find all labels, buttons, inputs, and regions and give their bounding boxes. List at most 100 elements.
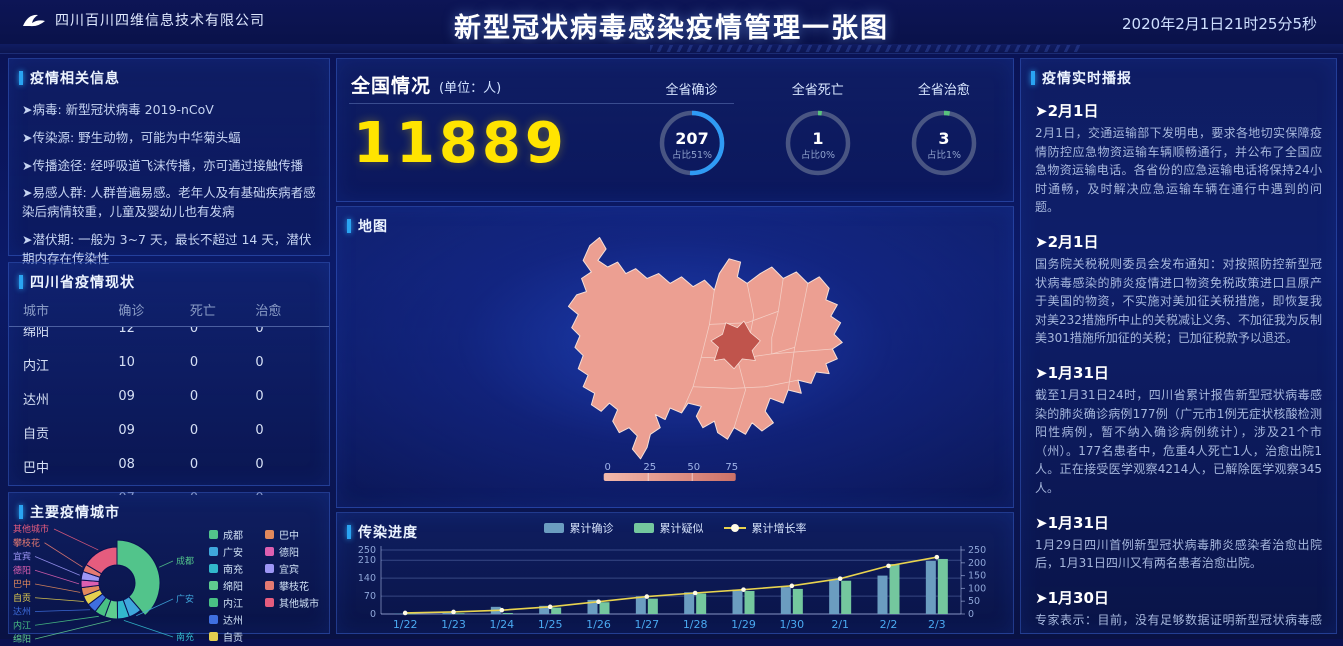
bar-累计疑似[interactable] xyxy=(502,612,513,614)
pie-legend-item-自贡[interactable]: 自贡 xyxy=(209,628,265,645)
header-hatch-decor xyxy=(650,45,1080,52)
table-cell: 巴中 xyxy=(23,461,50,476)
legend-marker-bar xyxy=(633,523,654,533)
pie-legend-item-成都[interactable]: 成都 xyxy=(209,526,265,543)
growth-rate-line[interactable] xyxy=(405,556,937,614)
progress-legend: 累计确诊 累计疑似 累计增长率 xyxy=(337,520,1013,536)
sichuan-status-panel: 四川省疫情现状 城市 确诊 死亡 治愈 绵阳 12 0 0 内江 10 0 0 达州 09 0 0 自贡… xyxy=(8,262,330,495)
pie-label-宜宾: 宜宾 xyxy=(13,551,31,563)
bar-累计确诊[interactable] xyxy=(829,579,840,614)
bar-累计确诊[interactable] xyxy=(684,592,695,614)
scale-tick-25: 25 xyxy=(643,462,657,473)
bar-累计确诊[interactable] xyxy=(539,605,550,614)
bar-累计疑似[interactable] xyxy=(937,558,948,614)
x-axis-label: 2/1 xyxy=(831,618,849,631)
legend-swatch xyxy=(265,564,274,573)
table-cell: 0 xyxy=(189,355,199,370)
bar-累计确诊[interactable] xyxy=(877,575,888,614)
pie-legend-item-其他城市[interactable]: 其他城市 xyxy=(265,594,321,611)
pie-legend-item-攀枝花[interactable]: 攀枝花 xyxy=(265,577,321,594)
bar-累计疑似[interactable] xyxy=(599,602,610,614)
legend-label: 自贡 xyxy=(223,633,243,644)
stats-divider-line xyxy=(349,103,735,104)
bar-累计疑似[interactable] xyxy=(696,593,707,614)
broadcast-item-text: 专家表示：目前，没有足够数据证明新型冠状病毒感染母胎传播的风险问题。如孕妇确诊，… xyxy=(1035,612,1322,627)
bar-累计疑似[interactable] xyxy=(744,590,755,614)
progress-title: 传染进度 xyxy=(337,513,1013,542)
bar-累计疑似[interactable] xyxy=(406,613,417,615)
pie-label-攀枝花: 攀枝花 xyxy=(13,537,40,549)
bar-累计确诊[interactable] xyxy=(780,587,791,614)
map-color-scale[interactable]: 0 25 50 75 xyxy=(603,462,738,481)
pie-legend-item-内江[interactable]: 内江 xyxy=(209,594,265,611)
broadcast-item-date: ➤1月31日 xyxy=(1035,363,1109,382)
bar-累计疑似[interactable] xyxy=(454,613,465,614)
broadcast-item-date: ➤1月30日 xyxy=(1035,588,1109,607)
bar-累计确诊[interactable] xyxy=(394,613,405,614)
broadcast-item: ➤1月30日专家表示：目前，没有足够数据证明新型冠状病毒感染母胎传播的风险问题。… xyxy=(1035,587,1322,627)
city-table-body[interactable]: 绵阳1200内江1000达州0900自贡0900巴中0800德阳0700 xyxy=(9,327,329,495)
bar-累计确诊[interactable] xyxy=(635,596,646,614)
legend-label: 绵阳 xyxy=(223,582,243,593)
bar-累计确诊[interactable] xyxy=(442,612,453,614)
table-row[interactable]: 内江 10 0 0 xyxy=(9,347,329,381)
bar-累计疑似[interactable] xyxy=(889,564,900,614)
main-cities-pie-chart: 其他城市 攀枝花 宜宾 德阳 巴中 自贡 达州 内江 绵阳 成都 广安 南充 成都 广安 南充 绵阳 内江 达州… xyxy=(9,522,329,644)
pie-legend-item-巴中[interactable]: 巴中 xyxy=(265,526,321,543)
pie-legend: 成都 广安 南充绵阳 内江 达州自贡 巴中 德阳 宜宾攀枝花 其他城市 xyxy=(209,526,323,646)
datetime-display: 2020年2月1日21时25分5秒 xyxy=(1122,15,1317,33)
table-row[interactable]: 自贡 09 0 0 xyxy=(9,415,329,449)
table-row[interactable]: 巴中 08 0 0 xyxy=(9,449,329,483)
sichuan-map[interactable] xyxy=(455,226,895,472)
growth-rate-point xyxy=(934,554,940,560)
progress-legend-item-累计增长率[interactable]: 累计增长率 xyxy=(723,520,807,536)
legend-swatch xyxy=(265,598,274,607)
x-axis-label: 1/30 xyxy=(779,618,804,631)
pie-legend-item-广安[interactable]: 广安 xyxy=(209,543,265,560)
sichuan-outline[interactable] xyxy=(567,236,843,460)
scale-segment-divider xyxy=(647,473,649,481)
pie-legend-item-德阳[interactable]: 德阳 xyxy=(265,543,321,560)
progress-legend-item-累计确诊[interactable]: 累计确诊 xyxy=(543,520,614,536)
pie-legend-item-绵阳[interactable]: 绵阳 xyxy=(209,577,265,594)
progress-legend-item-累计疑似[interactable]: 累计疑似 xyxy=(633,520,704,536)
bar-累计确诊[interactable] xyxy=(587,599,598,614)
x-axis-label: 1/23 xyxy=(441,618,466,631)
bar-累计疑似[interactable] xyxy=(792,588,803,614)
pie-slice-成都[interactable] xyxy=(116,539,161,617)
table-row[interactable]: 绵阳 12 0 0 xyxy=(9,327,329,347)
pie-legend-item-南充[interactable]: 南充 xyxy=(209,560,265,577)
national-stats-header: 全国情况 (单位：人) xyxy=(337,59,1013,98)
broadcast-item-date: ➤2月1日 xyxy=(1035,232,1099,251)
bar-累计疑似[interactable] xyxy=(841,580,852,614)
pie-slice-其他城市[interactable] xyxy=(85,546,118,575)
legend-swatch xyxy=(209,581,218,590)
bar-累计疑似[interactable] xyxy=(647,598,658,614)
legend-label: 成都 xyxy=(223,531,243,542)
growth-rate-point xyxy=(596,599,601,605)
pie-legend-item-宜宾[interactable]: 宜宾 xyxy=(265,560,321,577)
national-stats-unit: (单位：人) xyxy=(439,81,502,96)
pie-legend-item-达州[interactable]: 达州 xyxy=(209,611,265,628)
y-axis-right-tick: 0 xyxy=(968,609,974,620)
bar-累计疑似[interactable] xyxy=(551,607,562,614)
table-cell: 0 xyxy=(189,389,199,404)
broadcast-title: 疫情实时播报 xyxy=(1021,59,1336,92)
map-title: 地图 xyxy=(337,207,1013,240)
info-bullet-item: ➤病毒: 新型冠状病毒 2019-nCoV xyxy=(22,102,214,117)
table-cell: 0 xyxy=(255,389,264,404)
table-cell: 10 xyxy=(118,355,135,370)
legend-label: 攀枝花 xyxy=(279,582,309,593)
broadcast-list[interactable]: ➤2月1日 2月1日，交通运输部下发明电，要求各地切实保障疫情防控应急物资运输车辆… xyxy=(1021,89,1336,627)
info-bullet-item: ➤传染源: 野生动物，可能为中华菊头蝠 xyxy=(22,129,241,145)
bar-累计确诊[interactable] xyxy=(732,589,743,614)
chengdu-region[interactable] xyxy=(710,320,761,370)
gauge-label: 全省确诊 xyxy=(665,83,718,98)
gauge-value: 3 xyxy=(938,129,949,148)
bar-累计确诊[interactable] xyxy=(925,561,936,614)
header-decor-strip xyxy=(0,44,1343,54)
table-row[interactable]: 达州 09 0 0 xyxy=(9,381,329,415)
progress-panel: 传染进度 累计确诊 累计疑似 累计增长率 0 70 140 210 250 0 50 100 150… xyxy=(336,512,1014,634)
